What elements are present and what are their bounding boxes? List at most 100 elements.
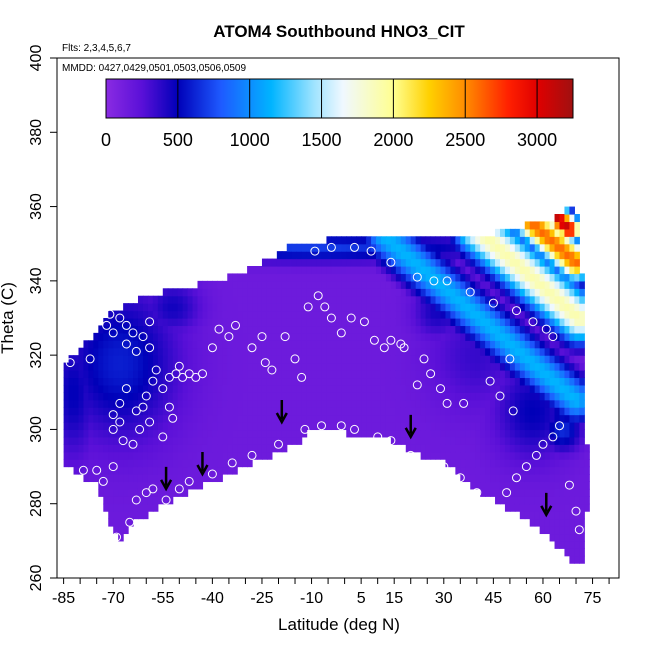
sample-point xyxy=(502,488,512,498)
flight-arrow xyxy=(275,400,288,425)
heatmap-cell xyxy=(336,280,342,289)
heatmap-cell xyxy=(157,355,164,364)
heatmap-cell xyxy=(465,273,471,282)
heatmap-cell xyxy=(400,310,407,319)
heatmap-cell xyxy=(113,503,119,512)
heatmap-cell xyxy=(271,310,278,319)
heatmap-cell xyxy=(380,355,387,364)
heatmap-cell xyxy=(490,384,496,393)
heatmap-cell xyxy=(569,325,575,334)
heatmap-cell xyxy=(569,251,575,260)
heatmap-cell xyxy=(534,429,541,438)
heatmap-cell xyxy=(420,377,427,386)
sample-point xyxy=(158,384,168,394)
heatmap-cell xyxy=(113,518,119,527)
heatmap-cell xyxy=(98,340,104,349)
heatmap-cell xyxy=(222,436,228,445)
heatmap-cell xyxy=(380,392,387,401)
heatmap-cell xyxy=(281,362,288,371)
heatmap-cell xyxy=(425,451,432,460)
heatmap-cell xyxy=(539,481,546,490)
heatmap-cell xyxy=(261,295,268,304)
heatmap-cell xyxy=(266,384,273,393)
heatmap-cell xyxy=(445,436,451,445)
heatmap-cell xyxy=(192,422,199,431)
heatmap-cell xyxy=(281,288,288,297)
heatmap-cell xyxy=(98,384,104,393)
heatmap-cell xyxy=(336,414,342,423)
heatmap-cell xyxy=(410,236,417,245)
heatmap-cell xyxy=(133,511,139,520)
heatmap-cell xyxy=(460,318,466,327)
heatmap-cell xyxy=(113,488,119,497)
heatmap-cell xyxy=(311,295,318,304)
heatmap-cell xyxy=(291,347,298,356)
heatmap-cell xyxy=(73,384,80,393)
heatmap-cell xyxy=(316,325,323,334)
heatmap-cell xyxy=(182,355,189,364)
sample-point xyxy=(131,346,141,356)
heatmap-cell xyxy=(281,295,288,304)
heatmap-cell xyxy=(371,310,377,319)
heatmap-cell xyxy=(539,355,546,364)
colorbar-tick-label: 2500 xyxy=(445,130,485,150)
heatmap-cell xyxy=(271,355,278,364)
heatmap-cell xyxy=(584,474,590,483)
heatmap-cell xyxy=(252,370,258,379)
heatmap-cell xyxy=(524,422,531,431)
heatmap-cell xyxy=(579,496,585,505)
heatmap-cell xyxy=(167,288,174,297)
heatmap-cell xyxy=(133,392,139,401)
heatmap-cell xyxy=(539,496,546,505)
heatmap-cell xyxy=(306,392,313,401)
heatmap-cell xyxy=(128,332,134,341)
heatmap-cell xyxy=(118,370,124,379)
heatmap-cell xyxy=(504,288,511,297)
heatmap-cell xyxy=(147,436,154,445)
heatmap-cell xyxy=(440,251,447,260)
sample-point xyxy=(121,384,131,394)
heatmap-cell xyxy=(123,399,129,408)
heatmap-cell xyxy=(242,384,248,393)
heatmap-cell xyxy=(247,377,253,386)
heatmap-cell xyxy=(529,488,536,497)
heatmap-cell xyxy=(291,303,298,312)
heatmap-cell xyxy=(539,303,546,312)
heatmap-cell xyxy=(415,444,422,453)
heatmap-cell xyxy=(296,392,303,401)
heatmap-cell xyxy=(480,318,486,327)
heatmap-cell xyxy=(237,347,243,356)
heatmap-cell xyxy=(574,362,580,371)
heatmap-cell xyxy=(222,355,228,364)
heatmap-cell xyxy=(286,340,293,349)
sample-point xyxy=(548,432,558,442)
heatmap-cell xyxy=(509,503,516,512)
heatmap-cell xyxy=(296,377,303,386)
heatmap-cell xyxy=(232,466,238,475)
heatmap-cell xyxy=(495,414,501,423)
heatmap-cell xyxy=(465,370,471,379)
heatmap-cell xyxy=(78,362,85,371)
heatmap-cell xyxy=(356,370,362,379)
heatmap-cell xyxy=(142,474,149,483)
x-tick-label: 60 xyxy=(534,590,552,607)
heatmap-cell xyxy=(252,451,258,460)
heatmap-cell xyxy=(415,436,422,445)
heatmap-cell xyxy=(142,459,149,468)
heatmap-cell xyxy=(172,288,179,297)
heatmap-cell xyxy=(435,318,442,327)
heatmap-cell xyxy=(470,362,476,371)
heatmap-cell xyxy=(311,355,318,364)
heatmap-cell xyxy=(504,243,511,252)
heatmap-cell xyxy=(326,392,332,401)
heatmap-cell xyxy=(167,459,174,468)
heatmap-cell xyxy=(490,474,496,483)
heatmap-cell xyxy=(504,377,511,386)
heatmap-cell xyxy=(549,303,556,312)
heatmap-cell xyxy=(524,295,531,304)
heatmap-cell xyxy=(475,474,481,483)
heatmap-cell xyxy=(376,355,382,364)
heatmap-cell xyxy=(390,243,397,252)
heatmap-cell xyxy=(172,466,179,475)
heatmap-cell xyxy=(380,273,387,282)
